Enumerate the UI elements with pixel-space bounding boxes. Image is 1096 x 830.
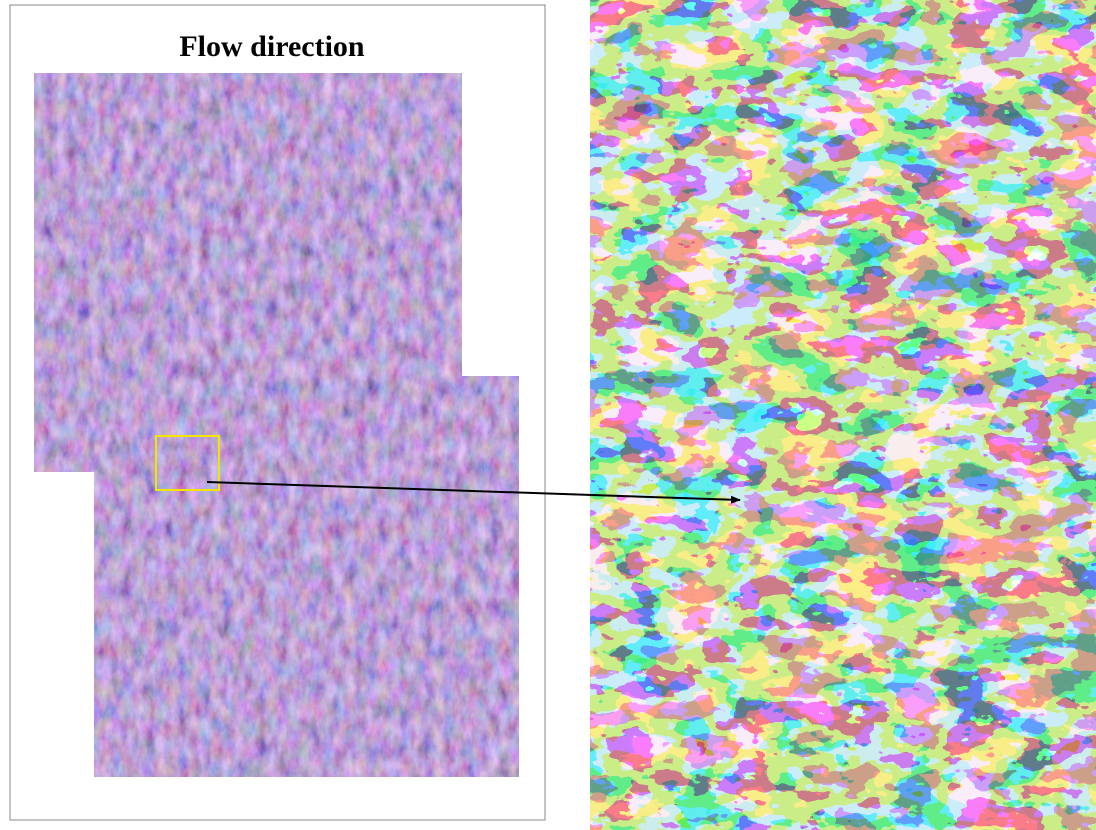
zoomed-map [590, 0, 1096, 830]
panel-title: Flow direction [179, 30, 365, 63]
flow-direction-map [34, 73, 519, 777]
map-texture [34, 73, 519, 777]
figure: Flow direction [0, 0, 1096, 830]
